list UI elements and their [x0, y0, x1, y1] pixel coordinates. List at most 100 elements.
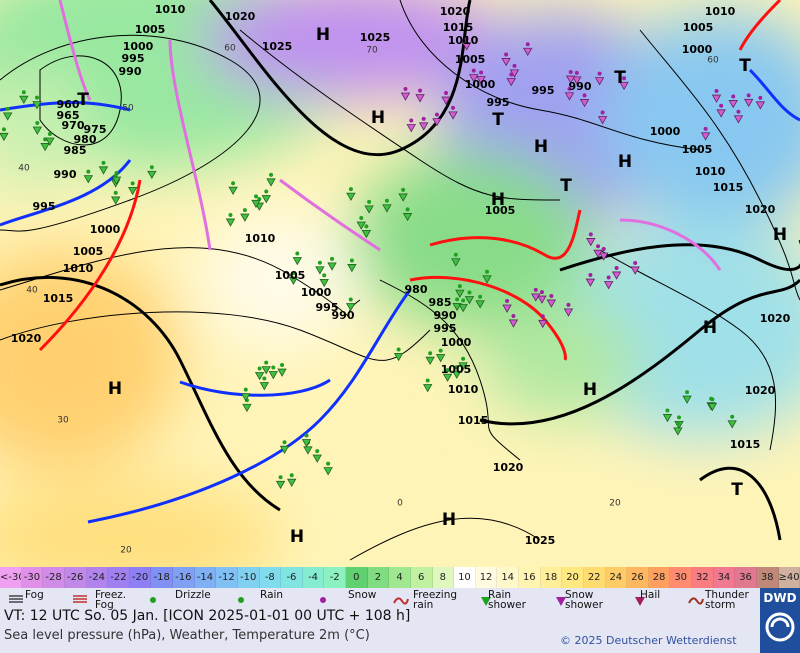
rain-shower-symbol	[242, 403, 252, 413]
rain-shower-symbol	[301, 439, 312, 448]
isobar-label: 995	[316, 301, 339, 314]
rain-dot	[453, 252, 458, 257]
rain-dot	[461, 356, 466, 361]
snow-shower-symbol	[619, 81, 629, 91]
rain-dot	[5, 106, 10, 111]
icon-shape	[150, 597, 156, 603]
rain-dot	[264, 360, 269, 365]
snow-shower-symbol	[728, 100, 738, 109]
snow-shower-symbol	[733, 115, 744, 124]
snow-dot	[549, 293, 554, 298]
rain-dot	[271, 365, 276, 370]
isobar-label: 985	[64, 144, 87, 157]
snow-dot	[566, 302, 571, 307]
rain-shower-symbol	[482, 275, 492, 284]
pressure-center: T	[560, 176, 572, 196]
rain-dot	[315, 449, 320, 454]
isobar-label: 1020	[493, 461, 524, 474]
rain-shower-symbol	[147, 170, 157, 180]
rain-shower-symbol	[259, 382, 270, 391]
isobar-label: 995	[434, 322, 457, 335]
rain-dot	[21, 90, 26, 95]
rain-shower-symbol	[0, 132, 9, 142]
isobar-label: 980	[74, 133, 97, 146]
colorbar-cell: 0	[346, 567, 368, 588]
snow-shower-symbol	[538, 319, 548, 329]
snow-dot	[525, 42, 530, 47]
icon-shape	[635, 597, 645, 606]
rain-dot	[454, 365, 459, 370]
isobar-label: 1005	[135, 23, 166, 36]
icon-shape	[688, 597, 704, 605]
rain-dot	[35, 95, 40, 100]
rain-shower-symbol	[451, 258, 461, 267]
rain-dot	[425, 378, 430, 383]
rain-shower-symbol	[347, 264, 357, 273]
legend-icon	[9, 595, 23, 603]
rain-shower-symbol	[240, 213, 250, 222]
rain-dot	[47, 132, 52, 137]
snow-dot	[409, 118, 414, 123]
snow-shower-symbol	[630, 266, 640, 275]
legend-label: Freez. Fog	[95, 589, 127, 611]
snow-shower-symbol	[400, 92, 411, 101]
rain-shower-symbol	[673, 427, 683, 436]
pressure-center: H	[703, 318, 717, 338]
icon-shape	[481, 597, 491, 606]
isobar-label: 1010	[448, 34, 479, 47]
rain-shower-symbol	[662, 414, 673, 423]
rain-shower-symbol	[127, 186, 138, 196]
rain-dot	[478, 294, 483, 299]
colorbar-cell: 8	[432, 567, 455, 588]
snow-shower-symbol	[594, 77, 605, 86]
rain-shower-symbol	[442, 373, 453, 382]
rain-shower-symbol	[228, 186, 238, 196]
snow-dot	[614, 265, 619, 270]
icon-shape	[238, 597, 244, 603]
rain-dot	[304, 433, 309, 438]
rain-shower-symbol	[266, 178, 276, 187]
pressure-center: T	[731, 480, 743, 500]
snow-shower-symbol	[579, 99, 590, 108]
rain-shower-symbol	[40, 143, 50, 152]
colorbar-cell: 22	[583, 567, 606, 588]
colorbar-cell: 18	[540, 567, 563, 588]
rain-dot	[86, 169, 91, 174]
legend-icon	[393, 597, 409, 605]
rain-shower-symbol	[425, 356, 435, 366]
snow-dot	[568, 70, 573, 75]
rain-shower-symbol	[251, 199, 261, 209]
rain-shower-symbol	[361, 229, 372, 239]
snow-shower-symbol	[415, 94, 425, 103]
legend-icon	[320, 597, 326, 603]
rain-shower-symbol	[111, 176, 122, 185]
pressure-center: H	[371, 108, 385, 128]
isobar-label: 995	[487, 96, 510, 109]
isobar-label: 1015	[730, 438, 761, 451]
pressure-center: H	[773, 225, 787, 245]
rain-dot	[384, 198, 389, 203]
colorbar-cell: -10	[237, 567, 260, 588]
isobar-label: 995	[122, 52, 145, 65]
colorbar-cell: <-30	[0, 567, 22, 588]
legend-label: Rain shower	[488, 589, 526, 611]
rain-dot	[242, 208, 247, 213]
colorbar-cell: -18	[151, 567, 173, 588]
isobar-label: 1025	[360, 31, 391, 44]
graticule-label: 40	[18, 164, 30, 174]
isobar-label: 1020	[745, 384, 776, 397]
rain-dot	[364, 224, 369, 229]
rain-dot	[228, 212, 233, 217]
rain-shower-symbol	[83, 175, 94, 184]
rain-dot	[326, 461, 331, 466]
rain-dot	[322, 273, 327, 278]
snow-dot	[597, 71, 602, 76]
rain-dot	[349, 258, 354, 263]
snow-dot	[758, 95, 763, 100]
rain-shower-symbol	[287, 478, 297, 488]
snow-shower-symbol	[564, 92, 575, 101]
isobar-label: 960	[57, 98, 80, 111]
rain-shower-symbol	[346, 192, 356, 201]
